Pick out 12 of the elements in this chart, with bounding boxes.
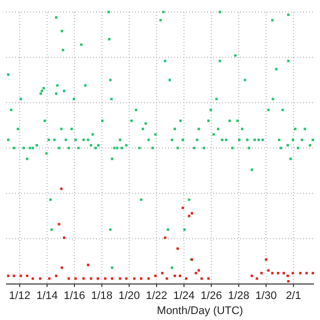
x-tick-label: 1/16: [64, 290, 86, 302]
x-tick-label: 1/28: [228, 290, 250, 302]
x-axis-title: Month/Day (UTC): [156, 305, 244, 317]
x-tick-label: 1/20: [118, 290, 140, 302]
x-tick-label: 1/12: [8, 290, 30, 302]
x-tick-label: 1/14: [36, 290, 58, 302]
x-tick-label: 2/1: [286, 290, 302, 302]
x-tick-label: 1/24: [173, 290, 195, 302]
x-tick-label: 1/26: [200, 290, 222, 302]
x-tick-label: 1/22: [146, 290, 168, 302]
x-tick-label: 1/30: [255, 290, 277, 302]
x-tick-label: 1/18: [91, 290, 113, 302]
